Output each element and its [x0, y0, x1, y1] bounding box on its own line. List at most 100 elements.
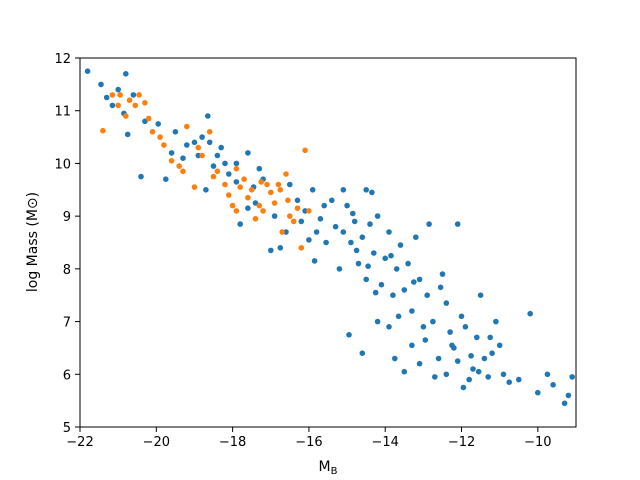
series-1-point-27 — [245, 194, 251, 201]
series-1-point-44 — [233, 165, 240, 172]
series-1-point-8 — [123, 113, 129, 119]
series-1-point-1 — [109, 92, 116, 98]
series-0-point-22 — [210, 163, 217, 169]
series-0-point-57 — [393, 266, 400, 272]
series-1-point-37 — [283, 171, 289, 177]
series-1-point-3 — [117, 92, 123, 98]
x-axis-label: MB — [319, 459, 338, 477]
series-0-point-116 — [245, 205, 251, 211]
y-tick-label: 11 — [54, 105, 71, 120]
series-0-point-133 — [388, 252, 394, 259]
series-1-point-24 — [233, 208, 240, 214]
series-0-point-19 — [206, 139, 213, 146]
series-0-point-104 — [454, 358, 461, 364]
y-tick-label: 10 — [54, 157, 71, 172]
series-0-point-40 — [323, 239, 329, 246]
y-tick-label: 9 — [63, 210, 71, 225]
x-tick-label: −12 — [448, 435, 475, 450]
series-1-point-29 — [252, 216, 259, 222]
series-0-point-42 — [332, 223, 339, 230]
x-axis-ticks: −22 −20 −18 −16 −14 −12 −10 — [66, 427, 552, 450]
y-axis-ticks: 5 6 7 8 9 10 11 12 — [54, 52, 80, 436]
series-0-point-108 — [422, 337, 429, 343]
series-0-point-78 — [474, 334, 480, 341]
series-0-point-16 — [199, 134, 205, 140]
series-0-point-123 — [313, 229, 320, 235]
series-0-point-80 — [481, 355, 488, 362]
series-0-point-70 — [443, 300, 450, 306]
series-0-point-101 — [416, 360, 423, 367]
series-0-point-49 — [363, 276, 370, 283]
y-tick-label: 6 — [63, 368, 71, 383]
series-0-point-82 — [489, 350, 495, 357]
series-0-point-20 — [214, 152, 221, 159]
series-0-point-114 — [298, 218, 305, 225]
series-0-point-34 — [294, 197, 301, 204]
series-0-point-7 — [130, 92, 137, 98]
series-0-point-31 — [268, 247, 274, 254]
series-0-point-112 — [350, 210, 356, 217]
series-0-point-67 — [430, 318, 436, 325]
series-0-point-24 — [226, 171, 232, 177]
series-0-point-124 — [353, 247, 360, 254]
series-0-point-3 — [109, 102, 116, 109]
series-1-point-26 — [241, 176, 247, 182]
series-1-point-25 — [237, 184, 243, 190]
series-1-point-15 — [180, 168, 186, 175]
series-0-point-54 — [382, 255, 389, 262]
series-0-point-53 — [378, 281, 385, 288]
series-1-point-2 — [115, 102, 121, 109]
y-tick-label: 8 — [63, 263, 71, 278]
series-1-point-39 — [290, 218, 297, 225]
y-tick-label: 7 — [63, 316, 71, 331]
series-0-point-62 — [413, 234, 419, 240]
series-0-point-51 — [371, 250, 377, 256]
series-0-point-129 — [449, 342, 455, 349]
series-0-point-87 — [516, 376, 522, 383]
series-1-point-22 — [226, 192, 232, 198]
series-1-point-28 — [248, 187, 255, 193]
series-0-point-91 — [550, 382, 556, 388]
series-1-point-42 — [302, 147, 308, 154]
series-1-point-5 — [132, 102, 139, 109]
series-0-point-99 — [392, 355, 398, 362]
series-1-point-36 — [279, 229, 286, 235]
series-0-point-76 — [466, 376, 473, 383]
x-tick-label: −22 — [66, 435, 93, 450]
series-0-point-100 — [401, 368, 408, 375]
series-0-point-43 — [340, 229, 347, 235]
series-0-point-36 — [309, 187, 316, 193]
series-1-point-7 — [142, 100, 148, 106]
series-1-point-43 — [306, 208, 312, 214]
series-0-point-79 — [477, 292, 484, 299]
series-1-point-48 — [277, 187, 284, 193]
series-0-point-44 — [344, 202, 350, 209]
series-1-point-17 — [195, 144, 202, 151]
series-0-point-125 — [372, 289, 379, 296]
series-0-point-69 — [439, 271, 446, 277]
series-0-point-26 — [245, 150, 251, 156]
x-tick-label: −16 — [295, 435, 322, 450]
series-0-point-130 — [468, 353, 474, 359]
series-1-point-46 — [191, 184, 198, 190]
x-axis-label-main: M — [319, 459, 331, 475]
series-0-point-110 — [321, 202, 328, 209]
series-0-point-109 — [363, 187, 370, 193]
series-0-point-21 — [203, 187, 209, 193]
series-0-point-55 — [386, 229, 392, 235]
series-0-point-13 — [163, 176, 169, 182]
series-0-point-61 — [409, 308, 415, 314]
series-0-point-60 — [405, 260, 411, 267]
series-1-point-30 — [256, 202, 263, 209]
series-1-point-35 — [275, 181, 282, 188]
series-1-point-11 — [157, 134, 163, 140]
series-0-point-39 — [311, 258, 318, 264]
series-0-point-83 — [493, 318, 499, 325]
series-0-point-12 — [168, 150, 175, 156]
series-0-point-15 — [191, 139, 198, 146]
series-0-point-131 — [475, 368, 482, 375]
x-tick-label: −18 — [219, 435, 246, 450]
series-0-point-66 — [426, 221, 432, 227]
series-0-point-127 — [411, 279, 417, 285]
series-1-point-47 — [258, 179, 265, 185]
